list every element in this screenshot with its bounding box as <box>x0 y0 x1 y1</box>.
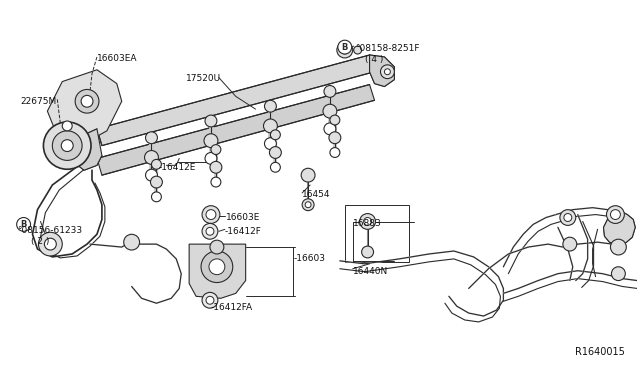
Circle shape <box>607 206 625 224</box>
Circle shape <box>560 210 576 225</box>
Circle shape <box>145 169 157 181</box>
Circle shape <box>563 237 577 251</box>
Polygon shape <box>369 55 394 87</box>
Circle shape <box>324 86 336 97</box>
Polygon shape <box>47 70 122 145</box>
Circle shape <box>337 42 353 58</box>
Polygon shape <box>97 84 374 175</box>
Bar <box>345 205 409 262</box>
Circle shape <box>271 162 280 172</box>
Circle shape <box>206 227 214 235</box>
Circle shape <box>329 132 341 144</box>
Circle shape <box>211 177 221 187</box>
Circle shape <box>301 168 315 182</box>
Circle shape <box>360 214 376 230</box>
Circle shape <box>17 218 31 231</box>
Circle shape <box>209 259 225 275</box>
Circle shape <box>362 246 374 258</box>
Circle shape <box>145 151 159 164</box>
Circle shape <box>75 89 99 113</box>
Circle shape <box>305 202 311 208</box>
Text: -16412E: -16412E <box>159 163 196 172</box>
Circle shape <box>330 148 340 157</box>
Text: B: B <box>342 43 348 52</box>
Circle shape <box>145 132 157 144</box>
Text: -16412FA: -16412FA <box>211 303 253 312</box>
Text: 16454: 16454 <box>302 190 331 199</box>
Text: 17520U: 17520U <box>186 74 221 83</box>
Circle shape <box>611 239 627 255</box>
Circle shape <box>202 224 218 239</box>
Circle shape <box>124 234 140 250</box>
Circle shape <box>354 46 362 54</box>
Circle shape <box>611 267 625 280</box>
Text: 22675M: 22675M <box>20 97 57 106</box>
Text: ( 4 ): ( 4 ) <box>365 55 383 64</box>
Text: 16883: 16883 <box>353 219 381 228</box>
Text: °08156-61233: °08156-61233 <box>17 227 82 235</box>
Text: 16603EA: 16603EA <box>97 54 138 63</box>
Circle shape <box>62 121 72 131</box>
Circle shape <box>385 69 390 75</box>
Circle shape <box>61 140 73 151</box>
Circle shape <box>150 176 163 188</box>
Circle shape <box>380 65 394 78</box>
Circle shape <box>323 104 337 118</box>
Circle shape <box>330 115 340 125</box>
Circle shape <box>264 119 277 133</box>
Circle shape <box>81 95 93 107</box>
Circle shape <box>564 214 572 221</box>
Circle shape <box>205 115 217 127</box>
Circle shape <box>264 138 276 150</box>
Text: B: B <box>20 220 27 229</box>
Circle shape <box>201 251 233 283</box>
Circle shape <box>338 40 352 54</box>
Text: 16603E: 16603E <box>226 212 260 222</box>
Circle shape <box>202 292 218 308</box>
Polygon shape <box>189 244 246 298</box>
Circle shape <box>302 199 314 211</box>
Circle shape <box>205 153 217 164</box>
Polygon shape <box>97 55 374 145</box>
Circle shape <box>364 218 372 225</box>
Text: -16412F: -16412F <box>225 227 262 236</box>
Circle shape <box>44 122 91 169</box>
Circle shape <box>271 130 280 140</box>
Circle shape <box>324 123 336 135</box>
Circle shape <box>264 100 276 112</box>
Text: ( 2 ): ( 2 ) <box>31 237 49 246</box>
Text: R1640015: R1640015 <box>575 347 625 357</box>
Polygon shape <box>72 129 102 170</box>
Circle shape <box>44 238 56 250</box>
Text: 16440N: 16440N <box>353 267 388 276</box>
Circle shape <box>341 46 349 54</box>
Circle shape <box>204 134 218 148</box>
Text: °08158-8251F: °08158-8251F <box>355 44 419 53</box>
Circle shape <box>269 147 282 158</box>
Circle shape <box>52 131 82 160</box>
Text: -16603: -16603 <box>293 254 325 263</box>
Circle shape <box>211 145 221 154</box>
Circle shape <box>611 210 620 219</box>
Circle shape <box>152 192 161 202</box>
Circle shape <box>152 160 161 169</box>
Polygon shape <box>604 210 636 245</box>
Circle shape <box>210 161 222 173</box>
Circle shape <box>206 210 216 219</box>
Circle shape <box>202 206 220 224</box>
Circle shape <box>38 232 62 256</box>
Circle shape <box>210 240 224 254</box>
Circle shape <box>206 296 214 304</box>
